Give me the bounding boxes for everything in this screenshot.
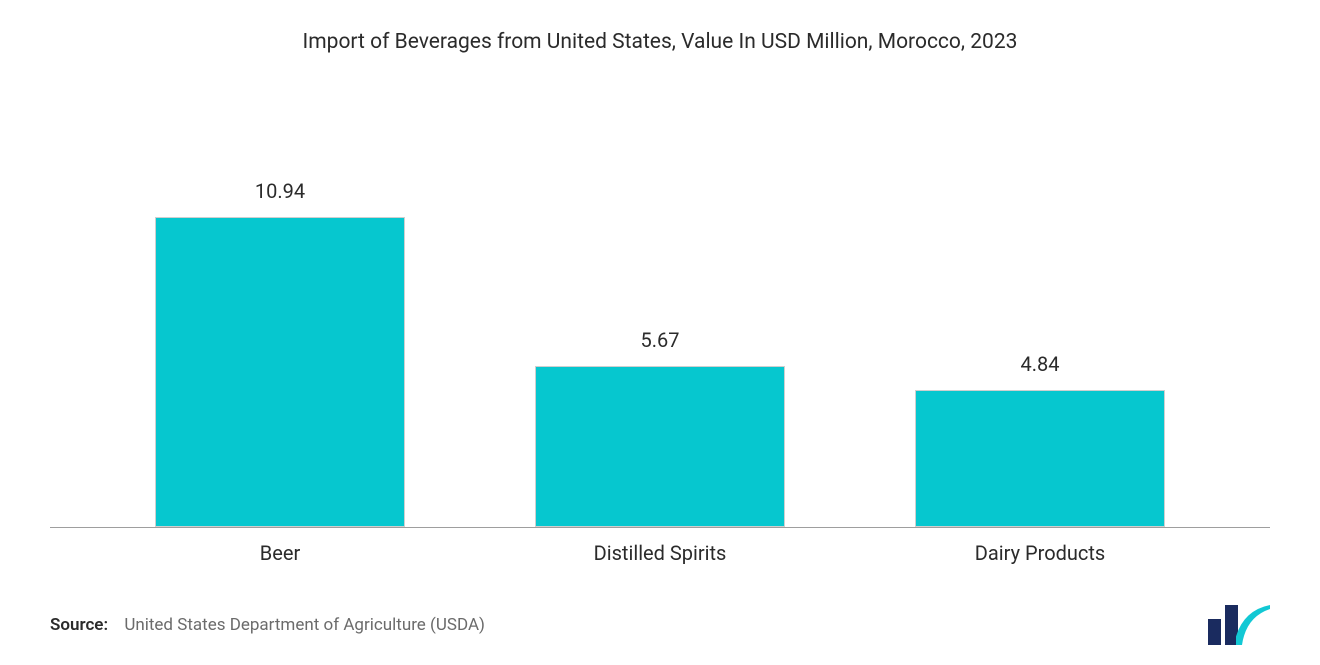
bar [915,390,1165,527]
category-label: Distilled Spirits [594,541,727,565]
source-label: Source: [50,615,108,635]
bar [535,366,785,527]
bar-slot: 10.94 Beer [90,179,470,565]
bar [155,217,405,527]
bar-value-label: 5.67 [641,328,680,352]
chart-title: Import of Beverages from United States, … [50,30,1270,54]
logo-swoosh-icon [1236,605,1270,645]
bar-slot: 5.67 Distilled Spirits [470,328,850,565]
logo-bar-icon [1208,619,1221,645]
footer: Source: United States Department of Agri… [50,565,1270,645]
source-line: Source: United States Department of Agri… [50,615,485,635]
baseline [50,527,1270,528]
bar-slot: 4.84 Dairy Products [850,352,1230,565]
category-label: Dairy Products [975,541,1106,565]
chart-container: Import of Beverages from United States, … [0,0,1320,665]
plot-area: 10.94 Beer 5.67 Distilled Spirits 4.84 Dairy … [50,64,1270,565]
brand-logo [1208,605,1270,645]
bar-value-label: 10.94 [255,179,305,203]
source-text: United States Department of Agriculture … [124,615,485,635]
bar-value-label: 4.84 [1021,352,1060,376]
category-label: Beer [260,541,300,565]
